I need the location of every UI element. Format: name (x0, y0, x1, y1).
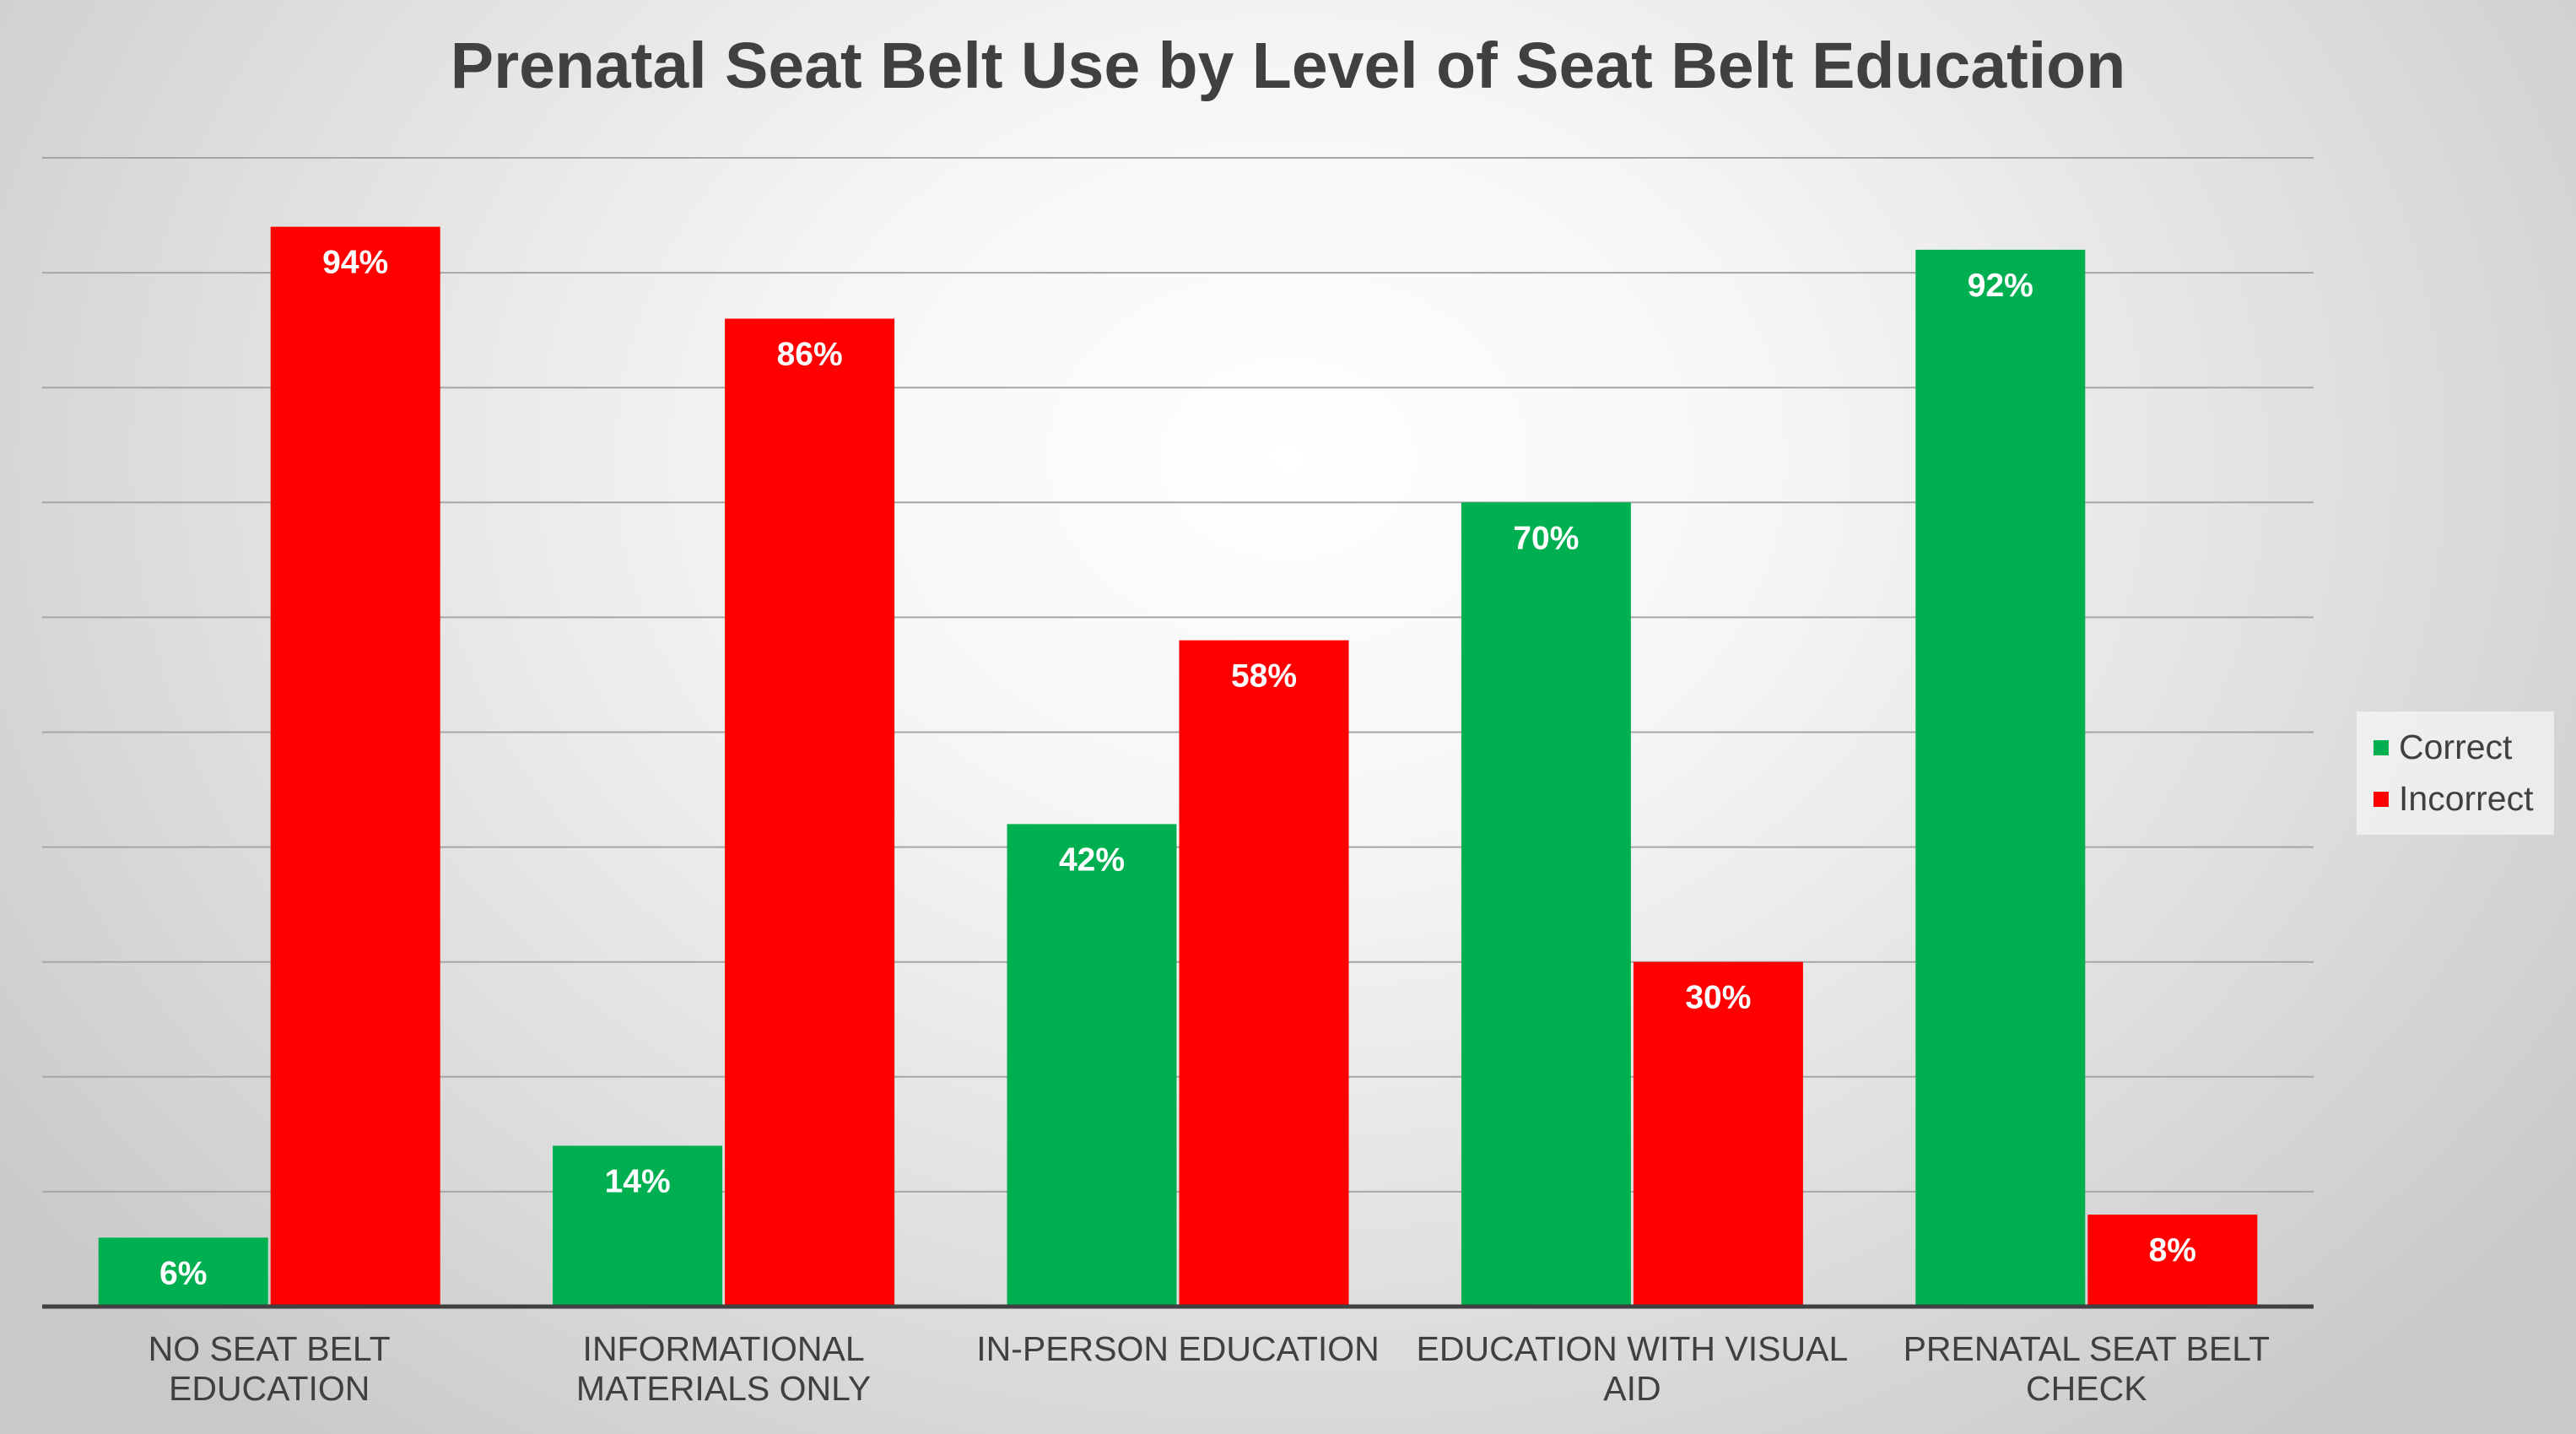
bars (98, 226, 2258, 1307)
data-label-correct-5: 92% (1968, 268, 2033, 304)
category-label-5-line-1: PRENATAL SEAT BELT (1904, 1329, 2270, 1368)
bar-correct-4 (1461, 502, 1631, 1307)
category-label-4-line-1: EDUCATION WITH VISUAL (1417, 1329, 1849, 1368)
bar-incorrect-1 (270, 226, 440, 1307)
legend-label-correct: Correct (2399, 728, 2513, 766)
data-label-correct-3: 42% (1059, 841, 1125, 878)
legend-swatch-incorrect (2373, 791, 2389, 807)
bar-incorrect-4 (1633, 961, 1803, 1307)
bar-correct-1 (98, 1237, 268, 1307)
category-label-1-line-1: NO SEAT BELT (149, 1329, 391, 1368)
category-label-4-line-2: AID (1603, 1369, 1661, 1408)
data-label-incorrect-1: 94% (322, 245, 388, 281)
data-label-incorrect-2: 86% (777, 337, 843, 373)
bar-incorrect-2 (725, 318, 895, 1307)
data-label-correct-1: 6% (159, 1255, 207, 1291)
chart-title: Prenatal Seat Belt Use by Level of Seat … (450, 30, 2126, 102)
category-label-2-line-2: MATERIALS ONLY (576, 1369, 871, 1408)
data-label-incorrect-3: 58% (1231, 658, 1297, 695)
category-label-2-line-1: INFORMATIONAL (583, 1329, 865, 1368)
category-label-3-line-1: IN-PERSON EDUCATION (976, 1329, 1380, 1368)
legend-swatch-correct (2373, 739, 2389, 755)
legend: Correct Incorrect (2357, 712, 2554, 835)
data-label-correct-4: 70% (1513, 520, 1579, 556)
bar-incorrect-3 (1179, 640, 1349, 1307)
bar-correct-3 (1007, 824, 1177, 1307)
category-label-5-line-2: CHECK (2026, 1369, 2147, 1408)
bar-correct-5 (1915, 249, 2086, 1307)
category-label-1-line-2: EDUCATION (169, 1369, 370, 1408)
data-label-incorrect-4: 30% (1685, 980, 1751, 1016)
legend-item-incorrect: Incorrect (2373, 773, 2554, 825)
data-label-correct-2: 14% (605, 1163, 671, 1199)
legend-label-incorrect: Incorrect (2399, 779, 2534, 818)
bar-incorrect-5 (2087, 1215, 2258, 1307)
data-label-incorrect-5: 8% (2149, 1232, 2196, 1269)
data-labels: 6% 94% 14% 86% 42% 58% 70% 30% 92% 8% (159, 245, 2196, 1292)
bar-correct-2 (553, 1145, 723, 1307)
legend-item-correct: Correct (2373, 722, 2554, 773)
